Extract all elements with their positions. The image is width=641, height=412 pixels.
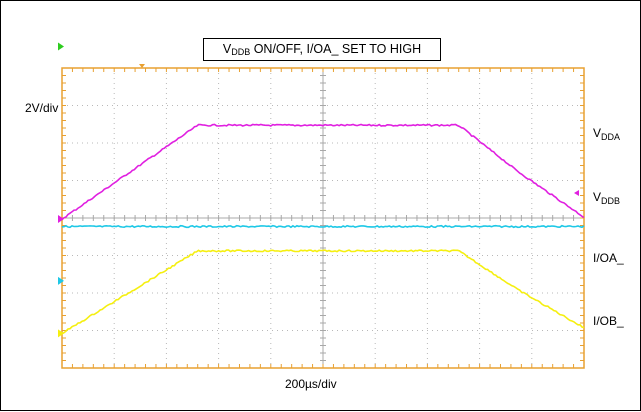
trace-ioa bbox=[61, 224, 585, 229]
y-axis-label: 2V/div bbox=[25, 101, 59, 115]
ground-marker-vddb bbox=[58, 215, 64, 223]
trace-vddb bbox=[61, 123, 585, 221]
series-label-vdda: VDDA bbox=[593, 126, 621, 142]
series-label-iob: I/OB_ bbox=[593, 314, 624, 328]
ground-marker-ioa bbox=[58, 276, 64, 285]
vddb-arrow-marker bbox=[574, 190, 579, 196]
ground-marker-iob bbox=[58, 329, 64, 338]
chart-title: VDDB ON/OFF, I/OA_ SET TO HIGH bbox=[203, 38, 441, 61]
ground-marker-vdda bbox=[58, 42, 64, 51]
trigger-marker bbox=[139, 64, 145, 68]
series-label-ioa: I/OA_ bbox=[593, 251, 624, 265]
series-label-vddb: VDDB bbox=[593, 190, 621, 206]
trace-iob bbox=[61, 249, 585, 335]
x-axis-label: 200µs/div bbox=[285, 377, 337, 391]
